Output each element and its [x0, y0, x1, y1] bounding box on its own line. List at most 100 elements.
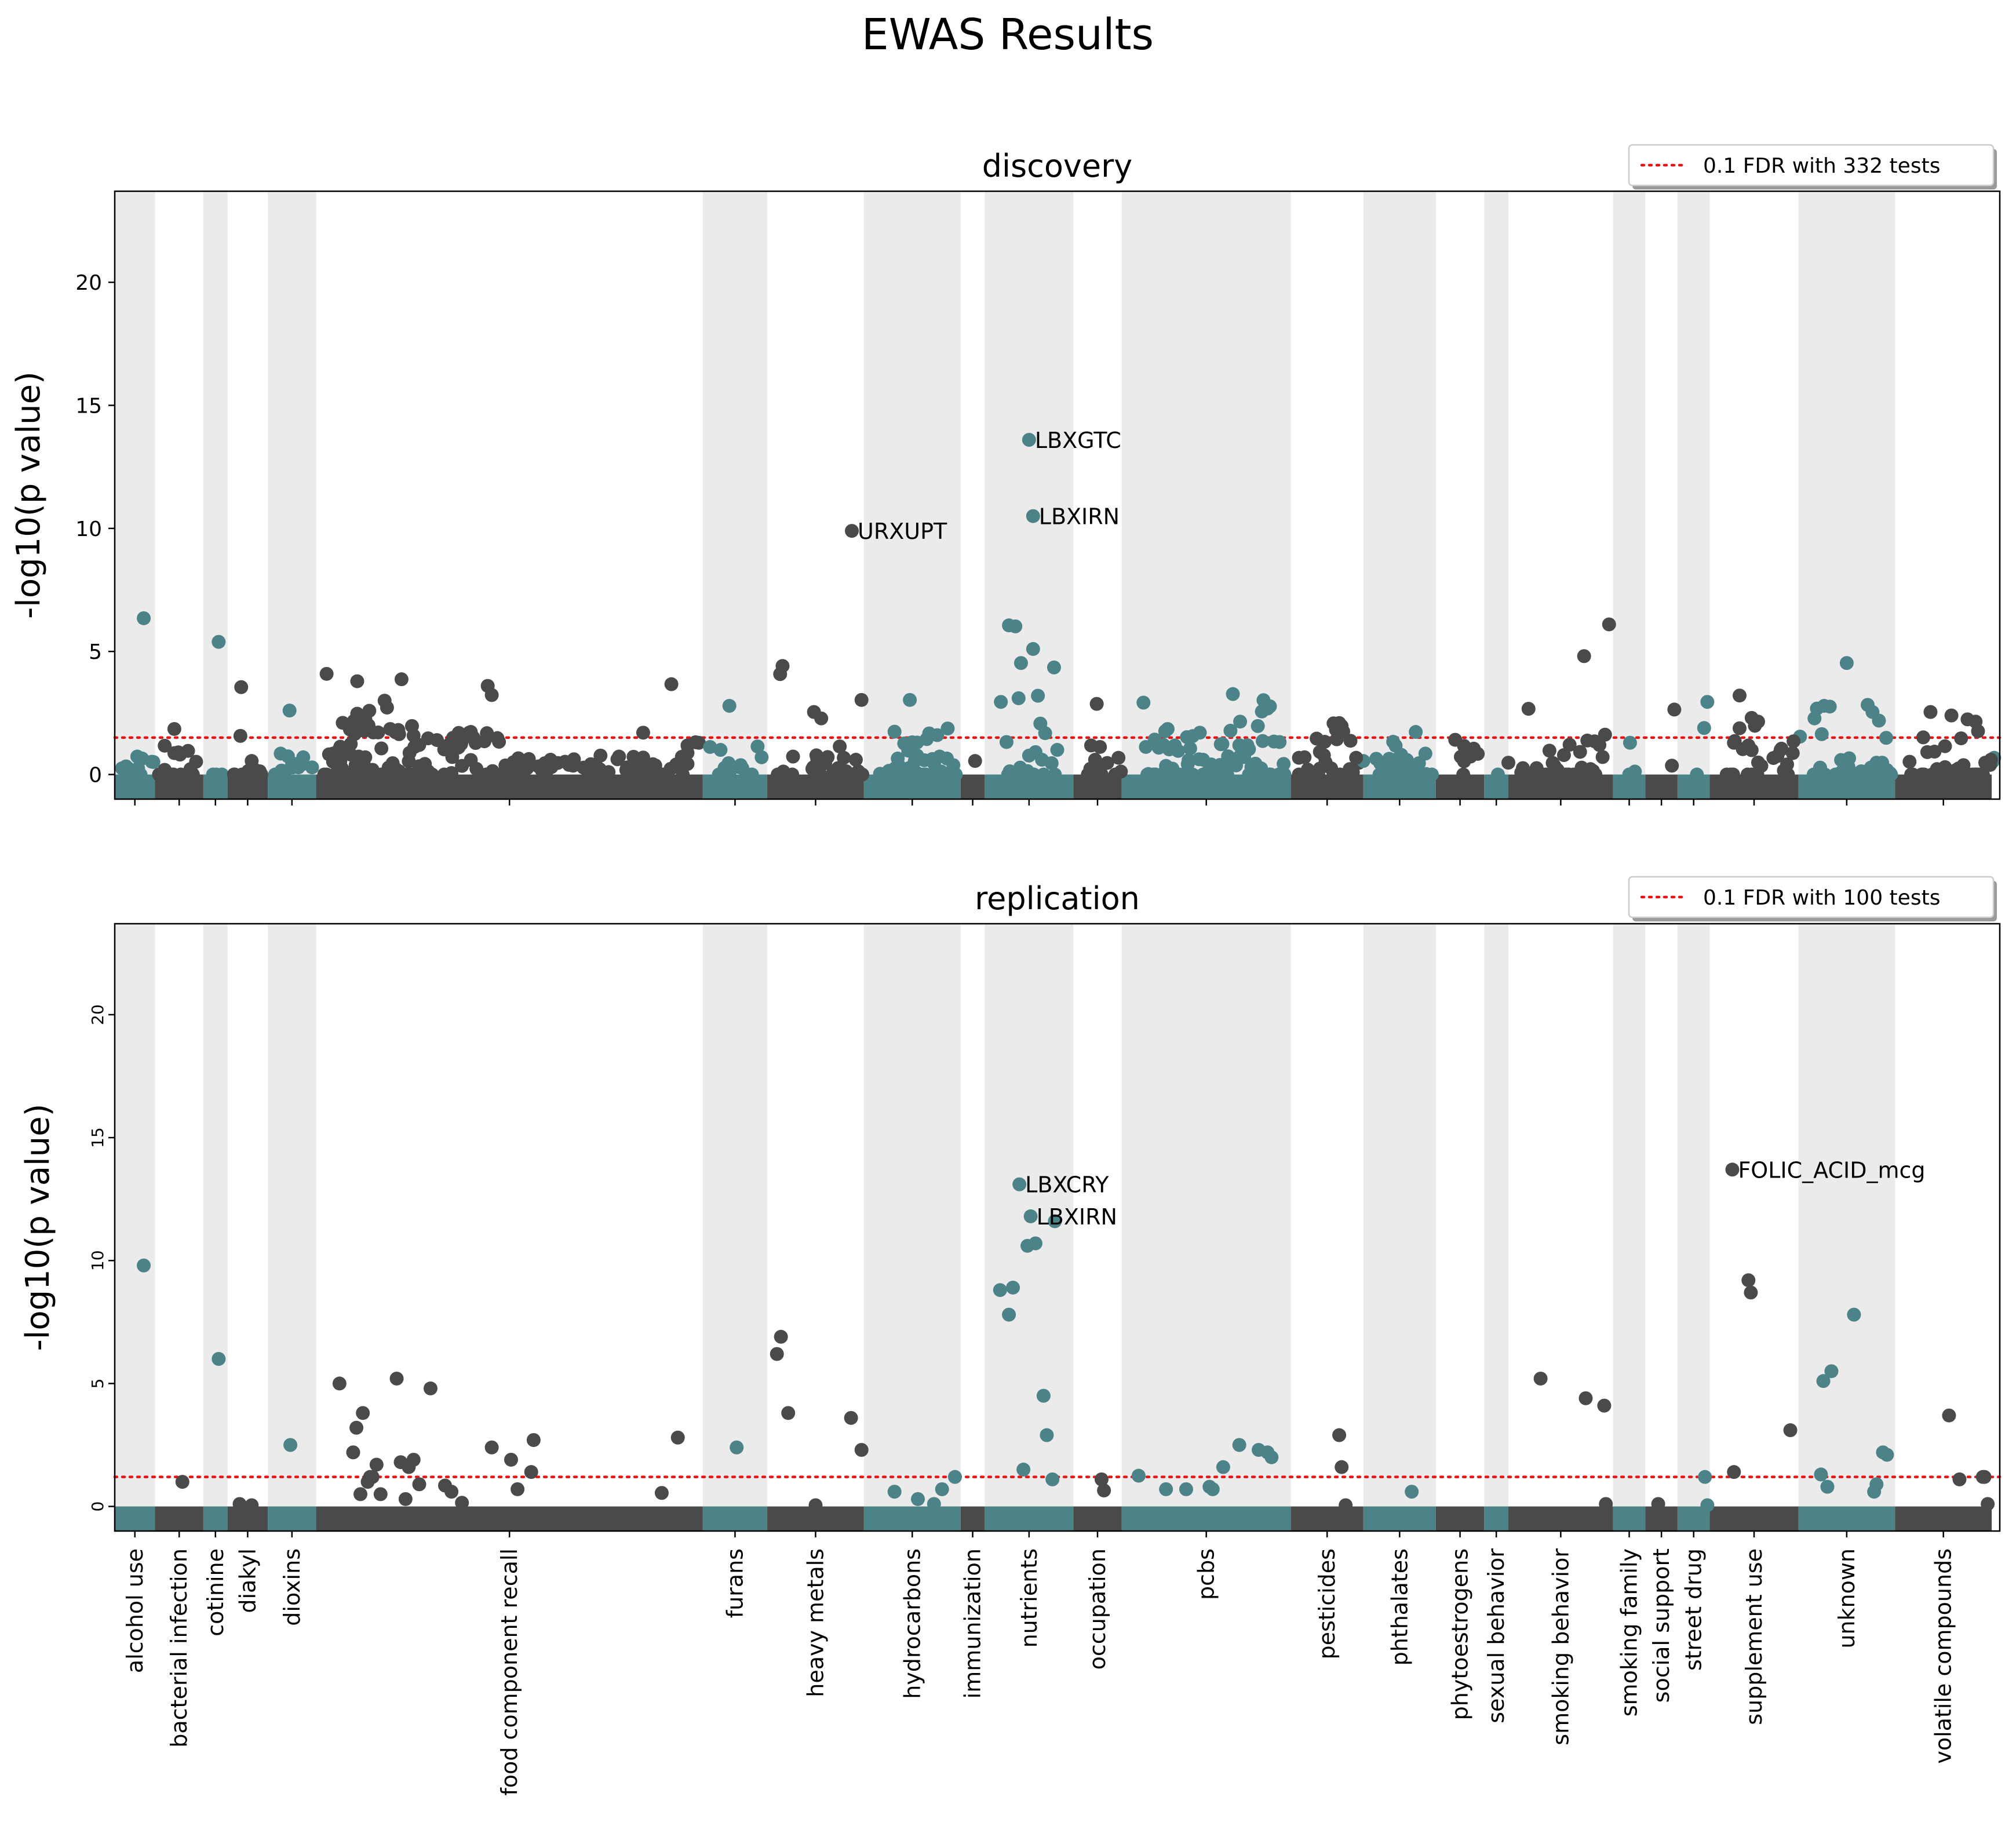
discovery-point	[1248, 767, 1262, 782]
discovery-point	[1457, 754, 1471, 768]
discovery-band	[1798, 191, 1895, 799]
replication-point	[444, 1485, 459, 1499]
discovery-annotation: LBXGTC	[1035, 428, 1121, 453]
discovery-point	[1577, 649, 1591, 664]
discovery-point	[1839, 656, 1854, 670]
discovery-point	[1418, 746, 1432, 761]
replication-point	[373, 1487, 388, 1501]
discovery-point	[1027, 767, 1041, 782]
discovery-band	[115, 191, 155, 799]
replication-legend: 0.1 FDR with 100 tests	[1628, 876, 1997, 921]
category-label: occupation	[1085, 1548, 1110, 1670]
discovery-point	[484, 688, 499, 702]
replication-point	[349, 1420, 364, 1435]
replication-category-bar	[1073, 1506, 1122, 1531]
replication-point	[175, 1475, 189, 1489]
discovery-point	[1008, 619, 1023, 633]
discovery-point	[361, 718, 376, 732]
replication-band	[1677, 924, 1710, 1531]
replication-point	[1048, 1214, 1062, 1229]
discovery-point	[464, 753, 478, 767]
replication-category-bar	[1435, 1506, 1485, 1531]
discovery-point	[680, 757, 695, 771]
discovery-point	[1927, 745, 1942, 759]
replication-point	[911, 1492, 925, 1506]
discovery-point	[1667, 702, 1682, 717]
discovery-point	[146, 755, 161, 769]
discovery-point	[1732, 688, 1747, 703]
discovery-point	[713, 743, 728, 757]
replication-axes-frame	[114, 923, 2001, 1532]
replication-ytick-label: 15	[88, 1127, 107, 1148]
discovery-point	[1038, 726, 1052, 741]
replication-category-bar	[316, 1506, 703, 1531]
replication-point	[1335, 1460, 1349, 1474]
category-label: phytoestrogens	[1448, 1548, 1473, 1720]
category-label: bacterial infection	[166, 1548, 192, 1748]
discovery-point	[837, 750, 851, 765]
discovery-point	[854, 692, 869, 707]
discovery-point	[1158, 724, 1172, 738]
category-label: immunization	[960, 1548, 986, 1699]
category-label: pcbs	[1194, 1548, 1219, 1600]
discovery-point	[628, 764, 643, 779]
discovery-point	[1521, 702, 1536, 716]
discovery-point	[680, 746, 695, 760]
discovery-panel: URXUPT LBXGTC LBXIRN 0 5 10 15 20 -log10(p value…	[10, 144, 2002, 805]
discovery-point	[268, 767, 282, 782]
replication-point	[1599, 1497, 1613, 1511]
replication-point	[398, 1492, 413, 1506]
discovery-point	[664, 677, 679, 691]
replication-point	[369, 1457, 384, 1472]
replication-point	[927, 1497, 941, 1511]
replication-point	[947, 1470, 962, 1484]
replication-ytick-label: 20	[88, 1004, 107, 1025]
discovery-point	[1572, 767, 1587, 782]
discovery-point	[1879, 731, 1893, 745]
discovery-point	[1448, 732, 1463, 747]
discovery-point	[721, 756, 736, 770]
discovery-point	[821, 750, 835, 764]
replication-category-bar	[155, 1506, 203, 1531]
discovery-point	[490, 731, 505, 745]
replication-point	[1097, 1483, 1111, 1497]
discovery-point	[1700, 695, 1715, 709]
discovery-point	[1816, 767, 1831, 782]
discovery-point	[1171, 743, 1186, 758]
discovery-point	[455, 734, 469, 748]
discovery-point	[1183, 741, 1197, 756]
discovery-point	[1329, 732, 1344, 746]
discovery-point	[1044, 756, 1059, 770]
category-label: social support	[1649, 1548, 1674, 1703]
replication-point	[1002, 1307, 1016, 1322]
discovery-point	[1386, 735, 1401, 749]
discovery-point	[940, 721, 955, 736]
discovery-point	[1088, 753, 1102, 767]
discovery-point	[1017, 767, 1031, 782]
replication-point	[1205, 1482, 1220, 1496]
discovery-point	[1047, 660, 1061, 675]
discovery-point	[805, 761, 819, 776]
discovery-point	[1872, 713, 1886, 728]
discovery-ytick-label: 10	[75, 517, 102, 541]
replication-point	[353, 1487, 368, 1501]
replication-category-bar	[1290, 1506, 1364, 1531]
replication-category-bar	[1508, 1506, 1613, 1531]
replication-point	[1651, 1497, 1665, 1511]
discovery-point	[1343, 734, 1358, 748]
discovery-point	[291, 760, 305, 775]
discovery-point	[1583, 762, 1598, 777]
discovery-band	[1484, 191, 1508, 799]
discovery-point	[1022, 432, 1036, 447]
replication-ytick-label: 0	[88, 1501, 107, 1512]
replication-category-bar	[1363, 1506, 1436, 1531]
discovery-axes-frame	[114, 190, 2001, 800]
replication-point	[484, 1440, 499, 1455]
discovery-point	[1215, 767, 1230, 782]
discovery-point	[1905, 767, 1920, 782]
discovery-point	[480, 727, 494, 741]
replication-point	[770, 1347, 784, 1361]
replication-point	[1045, 1472, 1060, 1486]
discovery-point	[1741, 738, 1756, 753]
